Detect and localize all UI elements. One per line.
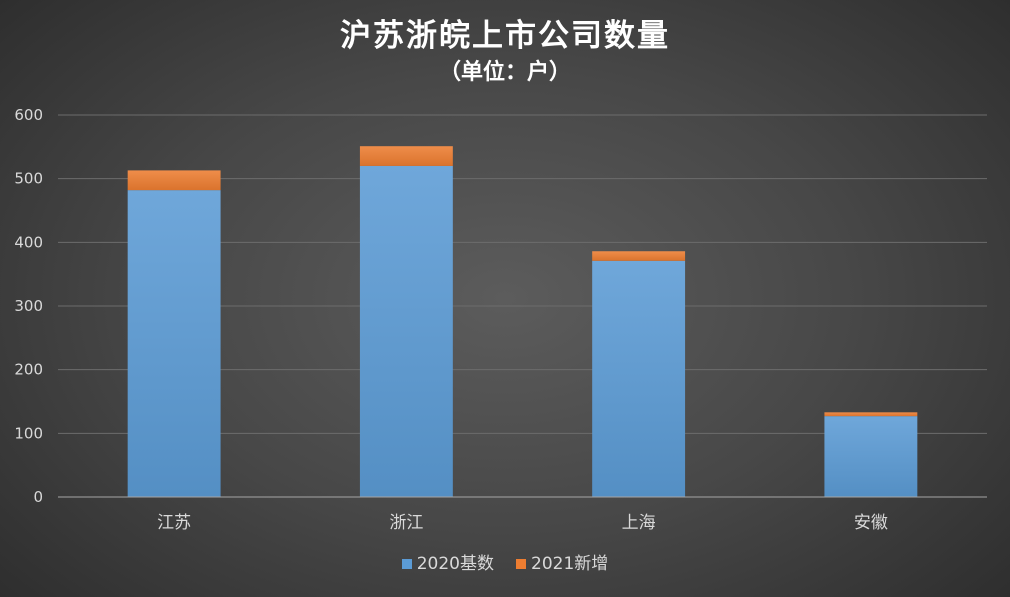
- y-tick-label: 600: [14, 106, 43, 124]
- legend-swatch: [516, 559, 526, 569]
- legend-label: 2021新增: [531, 554, 609, 574]
- y-tick-label: 300: [14, 297, 43, 315]
- legend-item-series-1: 2020基数: [401, 552, 494, 576]
- y-tick-label: 400: [14, 233, 43, 251]
- bar-series-2-category-4: [824, 412, 918, 417]
- chart-subtitle: （单位：户）: [438, 60, 571, 85]
- y-tick-label: 500: [14, 170, 43, 188]
- bar-series-2-category-3: [592, 251, 686, 261]
- x-tick-label: 上海: [622, 513, 656, 533]
- x-tick-label: 江苏: [157, 513, 191, 533]
- y-tick-label: 100: [14, 424, 43, 442]
- legend-swatch: [401, 559, 412, 569]
- legend-label: 2020基数: [416, 554, 494, 574]
- legend: 2020基数 2021新增: [0, 552, 1010, 576]
- legend-item-series-2: 2021新增: [516, 552, 608, 576]
- bar-series-1-category-2: [359, 165, 453, 497]
- bar-series-1-category-1: [127, 190, 221, 498]
- bar-series-1-category-3: [592, 260, 686, 497]
- y-tick-label: 200: [14, 361, 43, 379]
- y-tick-label: 0: [33, 488, 43, 506]
- y-axis-ticks: 0 100 200 300 400 500 600: [14, 106, 43, 506]
- bar-series-2-category-2: [359, 146, 453, 166]
- bars: [127, 146, 918, 498]
- x-tick-label: 安徽: [854, 513, 888, 533]
- x-axis-ticks: 江苏 浙江 上海 安徽: [58, 496, 987, 533]
- chart-title: 沪苏浙皖上市公司数量: [340, 18, 670, 54]
- bar-series-1-category-4: [824, 416, 918, 497]
- bar-series-2-category-1: [127, 170, 221, 191]
- x-tick-label: 浙江: [389, 513, 423, 533]
